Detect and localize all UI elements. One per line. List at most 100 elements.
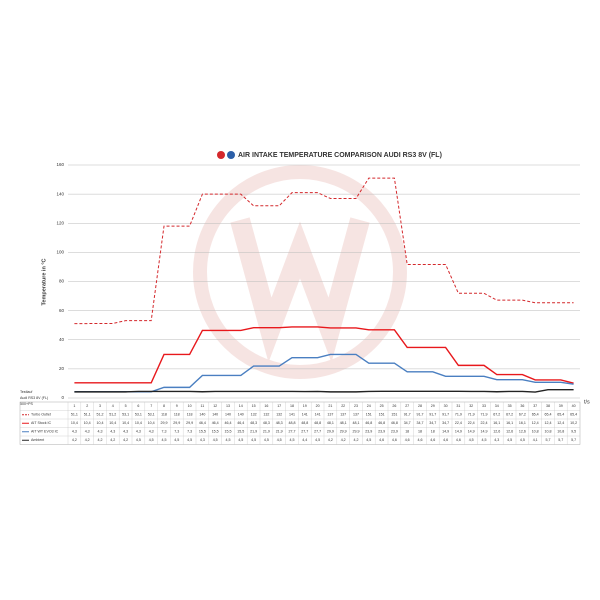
table-cell: 65,4 (570, 413, 577, 417)
table-cell: 29,9 (340, 430, 347, 434)
table-cell: 132 (276, 413, 282, 417)
y-tick-label: 20 (59, 366, 65, 371)
table-cell: 10,4 (84, 421, 91, 425)
table-cell: 14,9 (481, 430, 488, 434)
table-cell: 16,1 (493, 421, 500, 425)
x-tick-label: 23 (354, 404, 358, 408)
x-tick-label: 7 (150, 404, 152, 408)
y-tick-label: 160 (56, 162, 64, 167)
table-cell: 5,7 (546, 438, 551, 442)
x-tick-label: 5 (125, 404, 127, 408)
table-cell: 4,6 (418, 438, 423, 442)
table-cell: 140 (225, 413, 231, 417)
table-cell: 5,7 (571, 438, 576, 442)
table-cell: 14,9 (455, 430, 462, 434)
y-tick-label: 120 (56, 220, 64, 225)
table-cell: 12,4 (545, 421, 552, 425)
table-cell: 132 (251, 413, 257, 417)
table-cell: 53,1 (148, 413, 155, 417)
table-cell: 18 (418, 430, 422, 434)
table-cell: 10,4 (148, 421, 155, 425)
table-cell: 140 (238, 413, 244, 417)
table-cell: 14,9 (442, 430, 449, 434)
table-cell: 10,2 (570, 421, 577, 425)
table-cell: 4,5 (315, 438, 320, 442)
x-tick-label: 38 (546, 404, 550, 408)
table-cell: 46,4 (237, 421, 244, 425)
table-cell: 71,9 (455, 413, 462, 417)
table-cell: 140 (199, 413, 205, 417)
table-cell: 4,6 (430, 438, 435, 442)
table-cell: 10,4 (97, 421, 104, 425)
table-cell: 4,3 (110, 430, 115, 434)
x-tick-label: 13 (226, 404, 230, 408)
table-cell: 4,2 (98, 438, 103, 442)
x-tick-label: 1 (73, 404, 75, 408)
table-cell: 48,1 (340, 421, 347, 425)
x-tick-label: 10 (188, 404, 192, 408)
x-tick-label: 3 (99, 404, 101, 408)
table-cell: 4,6 (456, 438, 461, 442)
table-cell: 48,3 (263, 421, 270, 425)
watermark (193, 165, 407, 379)
table-cell: 46,8 (365, 421, 372, 425)
x-tick-label: 24 (367, 404, 371, 408)
y-tick-label: 40 (59, 337, 65, 342)
table-cell: 4,5 (482, 438, 487, 442)
x-tick-label: 22 (341, 404, 345, 408)
table-cell: 22,4 (481, 421, 488, 425)
table-cell: 4,3 (136, 430, 141, 434)
x-tick-label: 20 (316, 404, 320, 408)
table-cell: 4,5 (277, 438, 282, 442)
x-tick-label: 30 (444, 404, 448, 408)
table-cell: 4,5 (226, 438, 231, 442)
table-cell: 65,4 (532, 413, 539, 417)
table-header: Audi RS3 8V (FL) (20, 396, 48, 400)
x-tick-label: 19 (303, 404, 307, 408)
table-cell: 46,4 (199, 421, 206, 425)
table-cell: 46,8 (391, 421, 398, 425)
table-cell: 10,4 (122, 421, 129, 425)
table-cell: 4,3 (85, 430, 90, 434)
x-axis-label: t/s (584, 399, 590, 405)
table-cell: 91,7 (404, 413, 411, 417)
table-cell: 48,3 (250, 421, 257, 425)
table-cell: 118 (187, 413, 193, 417)
table-cell: 4,1 (533, 438, 538, 442)
table-cell: 48,1 (327, 421, 334, 425)
table-cell: 9,5 (571, 430, 576, 434)
table-cell: 27,7 (289, 430, 296, 434)
table-cell: 141 (289, 413, 295, 417)
table-cell: 4,2 (341, 438, 346, 442)
x-tick-label: 8 (163, 404, 165, 408)
table-cell: 4,5 (264, 438, 269, 442)
table-cell: 4,5 (187, 438, 192, 442)
table-cell: 4,5 (520, 438, 525, 442)
table-cell: 4,3 (98, 430, 103, 434)
table-cell: 71,9 (481, 413, 488, 417)
x-tick-label: 12 (213, 404, 217, 408)
table-cell: 34,7 (429, 421, 436, 425)
table-cell: 4,5 (149, 438, 154, 442)
table-cell: 10,8 (545, 430, 552, 434)
table-cell: 4,5 (251, 438, 256, 442)
y-tick-label: 140 (56, 191, 64, 196)
x-tick-label: 15 (252, 404, 256, 408)
y-tick-label: 60 (59, 308, 65, 313)
legend-label: AIT WT EVO3 IC (31, 430, 59, 434)
table-cell: 4,5 (162, 438, 167, 442)
x-tick-label: 14 (239, 404, 243, 408)
table-cell: 10,4 (109, 421, 116, 425)
table-cell: 4,6 (443, 438, 448, 442)
series-line (74, 353, 574, 393)
x-tick-label: 6 (137, 404, 139, 408)
table-cell: 140 (212, 413, 218, 417)
table-cell: 48,8 (301, 421, 308, 425)
table-cell: 4,6 (392, 438, 397, 442)
legend-label: AIT Stock IC (31, 421, 52, 425)
table-header: Testlauf (20, 390, 32, 394)
table-cell: 67,2 (506, 413, 513, 417)
table-cell: 4,5 (136, 438, 141, 442)
x-tick-label: 39 (559, 404, 563, 408)
table-cell: 4,5 (213, 438, 218, 442)
